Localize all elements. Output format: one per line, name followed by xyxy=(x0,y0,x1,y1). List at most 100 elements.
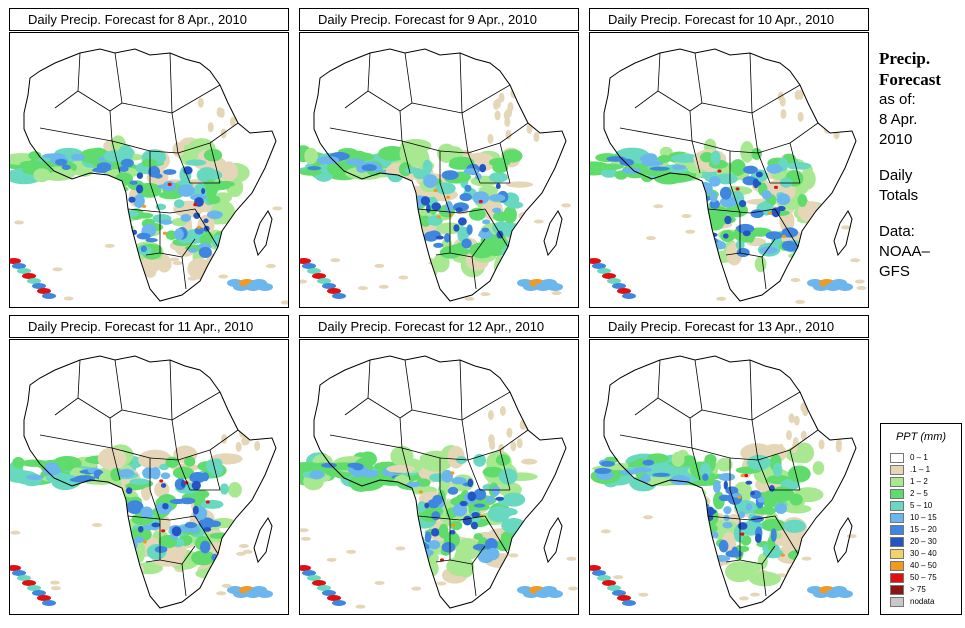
precip-cell xyxy=(601,168,618,178)
precip-cell xyxy=(196,167,218,184)
precip-cell xyxy=(138,525,144,533)
precip-cell xyxy=(835,438,842,449)
precip-cell xyxy=(835,101,842,112)
precip-cell xyxy=(431,202,442,211)
precip-cell xyxy=(242,114,249,125)
precip-cell xyxy=(856,286,867,291)
ppt-legend: PPT (mm) 0 – 1 .1 – 1 1 – 2 2 – 5 5 – 10 10 –… xyxy=(880,423,962,615)
precip-cell xyxy=(502,149,523,163)
precip-cell xyxy=(104,243,115,248)
precip-cell xyxy=(737,495,742,499)
precip-cell xyxy=(212,180,236,188)
precip-cell xyxy=(49,580,60,585)
precip-cell xyxy=(498,468,518,485)
precip-cell xyxy=(473,488,487,501)
country-border xyxy=(499,429,529,451)
country-border xyxy=(757,459,771,491)
country-border xyxy=(194,208,219,248)
madagascar-outline xyxy=(253,517,273,564)
precip-cell xyxy=(495,454,511,466)
country-borders xyxy=(619,359,819,597)
precip-cell xyxy=(805,534,826,544)
precip-cell xyxy=(538,101,545,112)
country-border xyxy=(329,127,403,142)
precip-cell xyxy=(592,263,606,269)
country-border xyxy=(114,359,123,411)
precip-cell xyxy=(492,99,499,110)
precip-cell xyxy=(235,551,246,556)
precip-cell xyxy=(157,184,172,189)
precip-cell xyxy=(167,182,172,186)
precip-cell xyxy=(832,113,839,124)
precip-cell xyxy=(652,472,671,477)
precip-cell xyxy=(378,146,408,161)
precip-cell xyxy=(462,515,472,526)
precip-cell xyxy=(795,299,806,304)
precip-cell xyxy=(765,231,783,240)
precip-cell xyxy=(793,415,800,426)
precip-cell xyxy=(566,556,577,561)
legend-swatch xyxy=(890,573,904,583)
country-border xyxy=(411,102,463,114)
africa-map-svg xyxy=(10,355,277,609)
country-border xyxy=(657,397,691,419)
precip-cell xyxy=(508,553,519,558)
country-border xyxy=(171,391,221,421)
precip-cell xyxy=(602,580,616,586)
precip-cell xyxy=(766,163,783,174)
precip-cell xyxy=(95,236,126,252)
side-heading: Precip. xyxy=(879,49,931,68)
country-border xyxy=(404,52,413,104)
precip-cell xyxy=(302,263,316,269)
precip-cell xyxy=(103,503,129,519)
country-border xyxy=(707,515,751,521)
precip-cell xyxy=(177,184,195,197)
precip-cell xyxy=(612,590,626,596)
data-source: GFS xyxy=(879,263,910,280)
precip-cell xyxy=(771,207,781,218)
country-border xyxy=(401,140,411,174)
precip-cell xyxy=(309,470,325,480)
precip-cell xyxy=(533,219,544,224)
precip-cell xyxy=(403,535,417,551)
country-border xyxy=(619,127,693,142)
precip-cell xyxy=(482,466,504,478)
country-border xyxy=(449,559,473,565)
precip-cell xyxy=(236,402,243,413)
precip-cell xyxy=(730,159,746,176)
country-border xyxy=(401,447,441,459)
precip-cell xyxy=(312,580,326,586)
precip-cell xyxy=(322,590,336,596)
precip-cell xyxy=(827,116,834,127)
panel-title: Daily Precip. Forecast for 10 Apr., 2010 xyxy=(589,8,869,31)
precip-cell xyxy=(193,203,198,207)
precip-cell xyxy=(200,499,224,509)
africa-coastline xyxy=(23,355,277,609)
country-border xyxy=(789,449,801,491)
precip-cell xyxy=(238,411,245,422)
precip-cell xyxy=(51,152,62,158)
precip-cell xyxy=(671,164,687,170)
precip-cell xyxy=(257,590,273,598)
country-border xyxy=(329,434,403,449)
precip-cell xyxy=(300,536,311,541)
precip-cell xyxy=(488,172,508,183)
precip-cell xyxy=(797,568,829,578)
precip-cell xyxy=(833,129,840,140)
precip-cell xyxy=(455,207,463,213)
precip-cell xyxy=(390,445,414,467)
precip-cell xyxy=(638,592,649,597)
precip-cell xyxy=(50,586,61,591)
precip-cell xyxy=(10,565,21,571)
precip-cell xyxy=(718,472,736,482)
precip-cell xyxy=(617,288,631,294)
precip-cell xyxy=(327,288,341,294)
precip-cell xyxy=(723,506,732,515)
precip-cell xyxy=(643,168,672,176)
country-border xyxy=(657,90,691,112)
precip-cell xyxy=(518,218,534,230)
country-border xyxy=(461,112,469,154)
precip-cell xyxy=(160,483,167,488)
precip-cell xyxy=(219,253,232,269)
precip-cell xyxy=(449,156,475,169)
